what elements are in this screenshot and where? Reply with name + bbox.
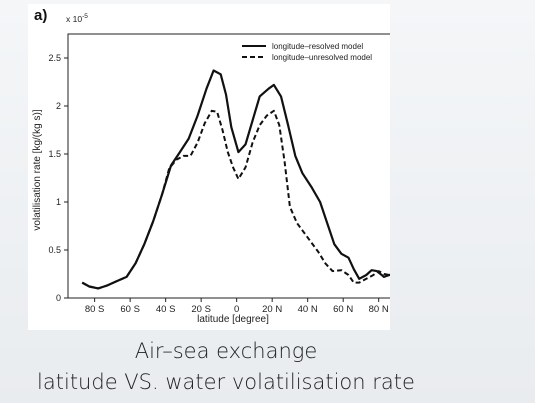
slide-caption: Air–sea exchange latitude VS. water vola… (0, 336, 452, 398)
y-tick-label: 0 (56, 293, 61, 303)
legend-label-1: longitude–resolved model (272, 42, 363, 51)
y-tick-label: 2 (56, 101, 61, 111)
chart-figure: 80 S 60 S 40 S 20 S 0 20 N 40 N 60 N 80 N 0 0.5 1 1… (28, 4, 390, 330)
y-axis-label: volatilisation rate [kg/(kg s)] (32, 109, 43, 230)
x-tick-label: 60 S (120, 304, 140, 315)
tick-marks (64, 57, 380, 302)
x-tick-label: 20 S (191, 304, 211, 315)
legend: longitude–resolved model longitude–unreso… (242, 42, 372, 62)
x-tick-labels: 80 S 60 S 40 S 20 S 0 20 N 40 N 60 N 80 N (85, 304, 389, 315)
x-tick-label: 40 N (298, 304, 318, 315)
x-tick-label: 0 (234, 304, 239, 315)
legend-label-2: longitude–unresolved model (272, 53, 372, 62)
x-axis-label: latitude [degree] (197, 314, 269, 325)
x-tick-label: 40 S (156, 304, 176, 315)
y-tick-label: 0.5 (48, 245, 61, 255)
x-tick-label: 20 N (262, 304, 282, 315)
y-tick-labels: 0 0.5 1 1.5 2 2.5 (48, 53, 61, 303)
y-multiplier: x 10-5 (66, 13, 88, 24)
y-multiplier-base: x 10 (66, 14, 82, 24)
line-chart: 80 S 60 S 40 S 20 S 0 20 N 40 N 60 N 80 N 0 0.5 1 1… (32, 7, 390, 325)
y-tick-label: 2.5 (48, 53, 61, 63)
x-tick-label: 80 N (369, 304, 389, 315)
caption-line-2: latitude VS. water volatilisation rate (37, 370, 415, 394)
x-tick-label: 80 S (85, 304, 105, 315)
y-tick-label: 1 (56, 197, 61, 207)
x-tick-label: 60 N (333, 304, 353, 315)
y-tick-label: 1.5 (48, 149, 61, 159)
plot-frame (67, 33, 390, 299)
panel-label: a) (34, 7, 47, 24)
caption-line-1: Air–sea exchange (134, 339, 318, 363)
series-line-1 (81, 69, 390, 290)
series-line-2 (81, 109, 390, 290)
series-lines (81, 69, 390, 290)
y-multiplier-exponent: -5 (82, 13, 88, 20)
